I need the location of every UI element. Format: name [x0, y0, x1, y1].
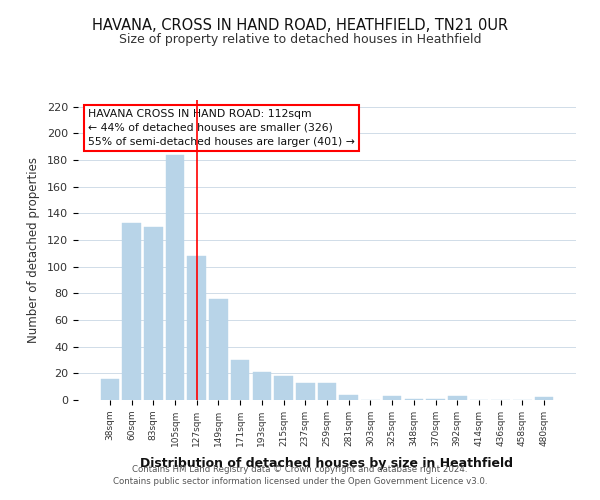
Bar	[318, 382, 336, 400]
Bar	[383, 396, 401, 400]
Bar	[404, 398, 423, 400]
Y-axis label: Number of detached properties: Number of detached properties	[27, 157, 40, 343]
Bar	[274, 376, 293, 400]
Bar	[340, 394, 358, 400]
Text: Contains public sector information licensed under the Open Government Licence v3: Contains public sector information licen…	[113, 476, 487, 486]
Text: Contains HM Land Registry data © Crown copyright and database right 2024.: Contains HM Land Registry data © Crown c…	[132, 466, 468, 474]
Bar	[448, 396, 467, 400]
Bar	[209, 298, 227, 400]
Bar	[253, 372, 271, 400]
Bar	[535, 398, 553, 400]
Text: HAVANA, CROSS IN HAND ROAD, HEATHFIELD, TN21 0UR: HAVANA, CROSS IN HAND ROAD, HEATHFIELD, …	[92, 18, 508, 32]
Bar	[187, 256, 206, 400]
Text: HAVANA CROSS IN HAND ROAD: 112sqm
← 44% of detached houses are smaller (326)
55%: HAVANA CROSS IN HAND ROAD: 112sqm ← 44% …	[88, 109, 355, 147]
Bar	[144, 226, 163, 400]
Bar	[427, 398, 445, 400]
Bar	[166, 154, 184, 400]
Bar	[122, 222, 141, 400]
Bar	[296, 382, 314, 400]
Bar	[101, 378, 119, 400]
Bar	[231, 360, 250, 400]
Text: Size of property relative to detached houses in Heathfield: Size of property relative to detached ho…	[119, 32, 481, 46]
X-axis label: Distribution of detached houses by size in Heathfield: Distribution of detached houses by size …	[140, 457, 514, 470]
